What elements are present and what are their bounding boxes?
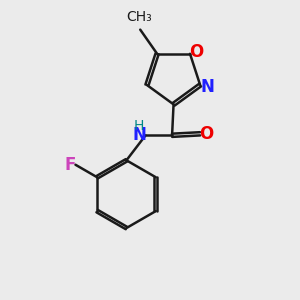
- Text: CH₃: CH₃: [126, 10, 152, 24]
- Text: N: N: [132, 126, 146, 144]
- Text: N: N: [201, 77, 214, 95]
- Text: F: F: [64, 156, 76, 174]
- Text: O: O: [200, 125, 214, 143]
- Text: H: H: [134, 119, 144, 134]
- Text: O: O: [189, 43, 204, 61]
